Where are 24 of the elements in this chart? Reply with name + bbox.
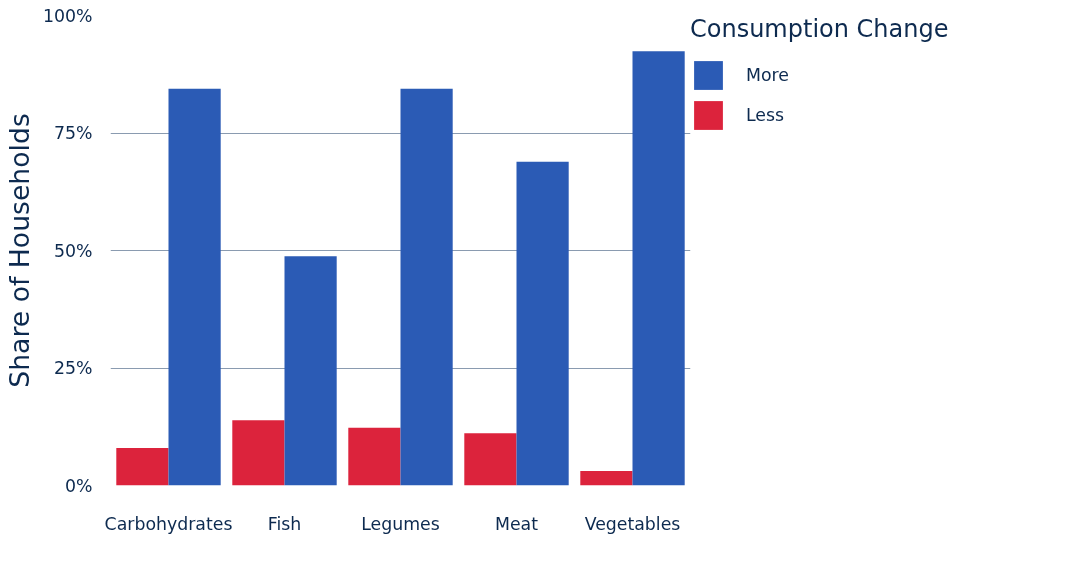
y-tick-label: 25% [53, 358, 93, 378]
y-tick-label: 100% [42, 5, 93, 26]
y-tick-label: 75% [53, 123, 93, 143]
x-tick-label: Legumes [361, 513, 440, 534]
bar [632, 51, 685, 486]
legend-label: Less [746, 105, 785, 125]
x-tick-label: Meat [494, 513, 539, 534]
x-tick-label: Carbohydrates [104, 513, 233, 534]
bar [348, 427, 401, 486]
bar [116, 447, 169, 486]
y-axis-title: Share of Households [3, 113, 35, 388]
x-tick-label: Vegetables [584, 513, 681, 534]
bar [400, 88, 453, 486]
legend-title: Consumption Change [690, 15, 949, 43]
legend-label: More [746, 65, 789, 85]
bar [168, 88, 221, 486]
bar [580, 470, 633, 486]
bar [232, 420, 285, 486]
bar [516, 161, 569, 486]
bar [464, 433, 517, 486]
y-tick-label: 0% [65, 475, 93, 496]
x-tick-label: Fish [267, 513, 302, 534]
bar [284, 256, 337, 486]
y-tick-label: 50% [53, 240, 93, 261]
